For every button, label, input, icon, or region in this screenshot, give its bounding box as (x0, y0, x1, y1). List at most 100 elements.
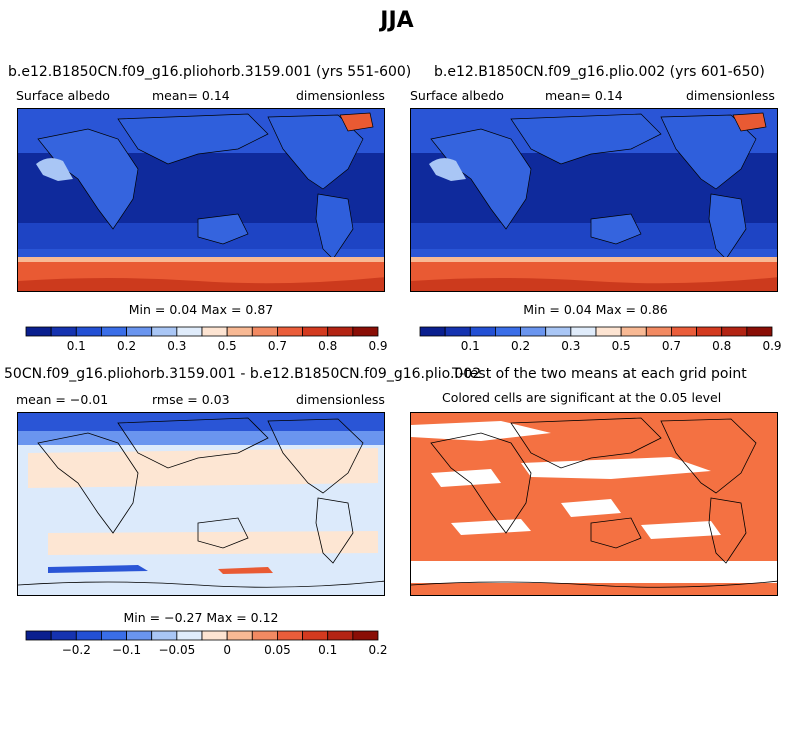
panel2-colorbar-cell (495, 326, 521, 337)
panel3-colorbar-cell (226, 630, 253, 641)
panel4-insig-patch-1 (411, 421, 551, 441)
panel3-colorbar-cell (126, 630, 153, 641)
panel3-africa-outline (37, 432, 139, 534)
panel4-asia-outline (510, 417, 662, 469)
panel1-asia (117, 113, 269, 165)
panel1-colorbar-cell (327, 326, 354, 337)
panel3-south-america-outline (315, 497, 354, 564)
panel2-colorbar-tick-label: 0.7 (662, 339, 681, 353)
panel1-colorbar-tick-label: 0.1 (67, 339, 86, 353)
panel2-australia (590, 213, 642, 245)
panel1-antarctica (18, 277, 384, 291)
panel1-colorbar-tick-label: 0.9 (368, 339, 387, 353)
panel1-colorbar-svg: 0.1 0.2 0.3 0.5 0.7 0.8 0.9 (25, 326, 388, 353)
panel3-colorbar-cell (101, 630, 127, 641)
panel3-colorbar-cell (251, 630, 278, 641)
panel2-colorbar-cell (520, 326, 547, 337)
panel4-insig-patch-5 (451, 519, 531, 535)
panel1-colorbar-cell (75, 326, 102, 337)
panel3-asia-outline (117, 417, 269, 469)
panel1-colorbar-tick-label: 0.5 (218, 339, 237, 353)
panel3-arctic-edge (18, 431, 384, 445)
panel1-colorbar: 0.1 0.2 0.3 0.5 0.7 0.8 0.9 (24, 326, 388, 358)
panel3-north-america-outline (267, 418, 364, 494)
panel1-units-label: dimensionless (296, 88, 385, 103)
panel2-greenland (732, 112, 767, 132)
panel3-sh-positive (48, 531, 378, 555)
panel3-australia-outline (197, 517, 249, 549)
panel3-colorbar-svg: −0.2 −0.1 −0.05 0 0.05 0.1 0.2 (25, 630, 388, 657)
panel2-colorbar-cell (746, 326, 773, 337)
panel2-stats: Min = 0.04 Max = 0.86 (523, 302, 668, 317)
panel1-greenland (339, 112, 374, 132)
panel2-sahara-bright (429, 158, 466, 181)
panel2-colorbar-svg: 0.1 0.2 0.3 0.5 0.7 0.8 0.9 (419, 326, 782, 353)
panel3-colorbar-cell (302, 630, 329, 641)
panel1-colorbar-tick-label: 0.2 (117, 339, 136, 353)
panel3-rmse-label: rmse = 0.03 (152, 392, 230, 407)
panel2-colorbar-cell (645, 326, 672, 337)
panel3-colorbar-cell (201, 630, 228, 641)
panel1-colorbar-cell (176, 326, 203, 337)
panel2-colorbar-cell (545, 326, 572, 337)
panel2-mean-label: mean= 0.14 (545, 88, 623, 103)
panel1-australia (197, 213, 249, 245)
panel2-colorbar-cell (570, 326, 597, 337)
panel4-australia-outline (590, 517, 642, 549)
panel2-map-svg (411, 109, 777, 291)
panel3-colorbar-tick-label: 0.05 (264, 643, 291, 657)
panel1-colorbar-cell (25, 326, 52, 337)
panel3-stats: Min = −0.27 Max = 0.12 (123, 610, 279, 625)
panel2-title: b.e12.B1850CN.f09_g16.plio.002 (yrs 601-… (434, 64, 765, 80)
panel1-colorbar-tick-label: 0.8 (318, 339, 337, 353)
panel1-title: b.e12.B1850CN.f09_g16.pliohorb.3159.001 … (8, 64, 412, 80)
panel4-title: T-test of the two means at each grid poi… (452, 366, 747, 382)
panel2-units-label: dimensionless (686, 88, 775, 103)
panel2-colorbar-cell (595, 326, 622, 337)
panel1-colorbar-cell (352, 326, 379, 337)
panel1-mean-label: mean= 0.14 (152, 88, 230, 103)
panel1-colorbar-cell (151, 326, 178, 337)
panel1-sahara-bright (36, 158, 73, 181)
panel1-colorbar-cell (126, 326, 153, 337)
panel2-variable-label: Surface albedo (410, 88, 504, 103)
panel3-colorbar-cell (176, 630, 203, 641)
panel2-colorbar-tick-label: 0.8 (712, 339, 731, 353)
panel2-antarctica (411, 277, 777, 291)
panel4-south-america-outline (708, 497, 747, 564)
panel2-map (410, 108, 778, 292)
panel1-colorbar-cell (226, 326, 253, 337)
panel2-colorbar-cell (469, 326, 496, 337)
panel3-colorbar-cell (352, 630, 379, 641)
panel2-colorbar-tick-label: 0.9 (762, 339, 781, 353)
panel3-colorbar-tick-label: −0.2 (62, 643, 91, 657)
panel2-colorbar-cell (696, 326, 723, 337)
panel2-asia (510, 113, 662, 165)
panel3-colorbar-cell (25, 630, 52, 641)
panel3-units-label: dimensionless (296, 392, 385, 407)
panel4-insig-southern-band (411, 561, 777, 583)
panel3-colorbar-tick-label: 0.2 (368, 643, 387, 657)
panel1-map (17, 108, 385, 292)
panel3-colorbar-cell (327, 630, 354, 641)
panel1-map-svg (18, 109, 384, 291)
panel4-map-svg (411, 413, 777, 595)
panel3-sh-positive-band (218, 567, 273, 574)
panel2-colorbar-cell (721, 326, 748, 337)
panel3-colorbar-tick-label: 0 (223, 643, 231, 657)
panel2-colorbar-cell (444, 326, 471, 337)
panel4-africa-outline (430, 432, 532, 534)
panel3-nh-positive (28, 448, 378, 488)
panel1-colorbar-cell (101, 326, 127, 337)
panel3-map (17, 412, 385, 596)
panel3-colorbar-tick-label: −0.05 (158, 643, 195, 657)
panel4-antarctica-outline (411, 580, 777, 588)
panel3-colorbar-tick-label: 0.1 (318, 643, 337, 657)
panel2-colorbar-cell (620, 326, 647, 337)
panel1-colorbar-tick-label: 0.7 (268, 339, 287, 353)
panel1-colorbar-tick-label: 0.3 (167, 339, 186, 353)
panel3-colorbar-tick-label: −0.1 (112, 643, 141, 657)
panel2-colorbar-tick-label: 0.2 (511, 339, 530, 353)
figure-title: JJA (380, 8, 414, 33)
panel1-colorbar-cell (251, 326, 278, 337)
